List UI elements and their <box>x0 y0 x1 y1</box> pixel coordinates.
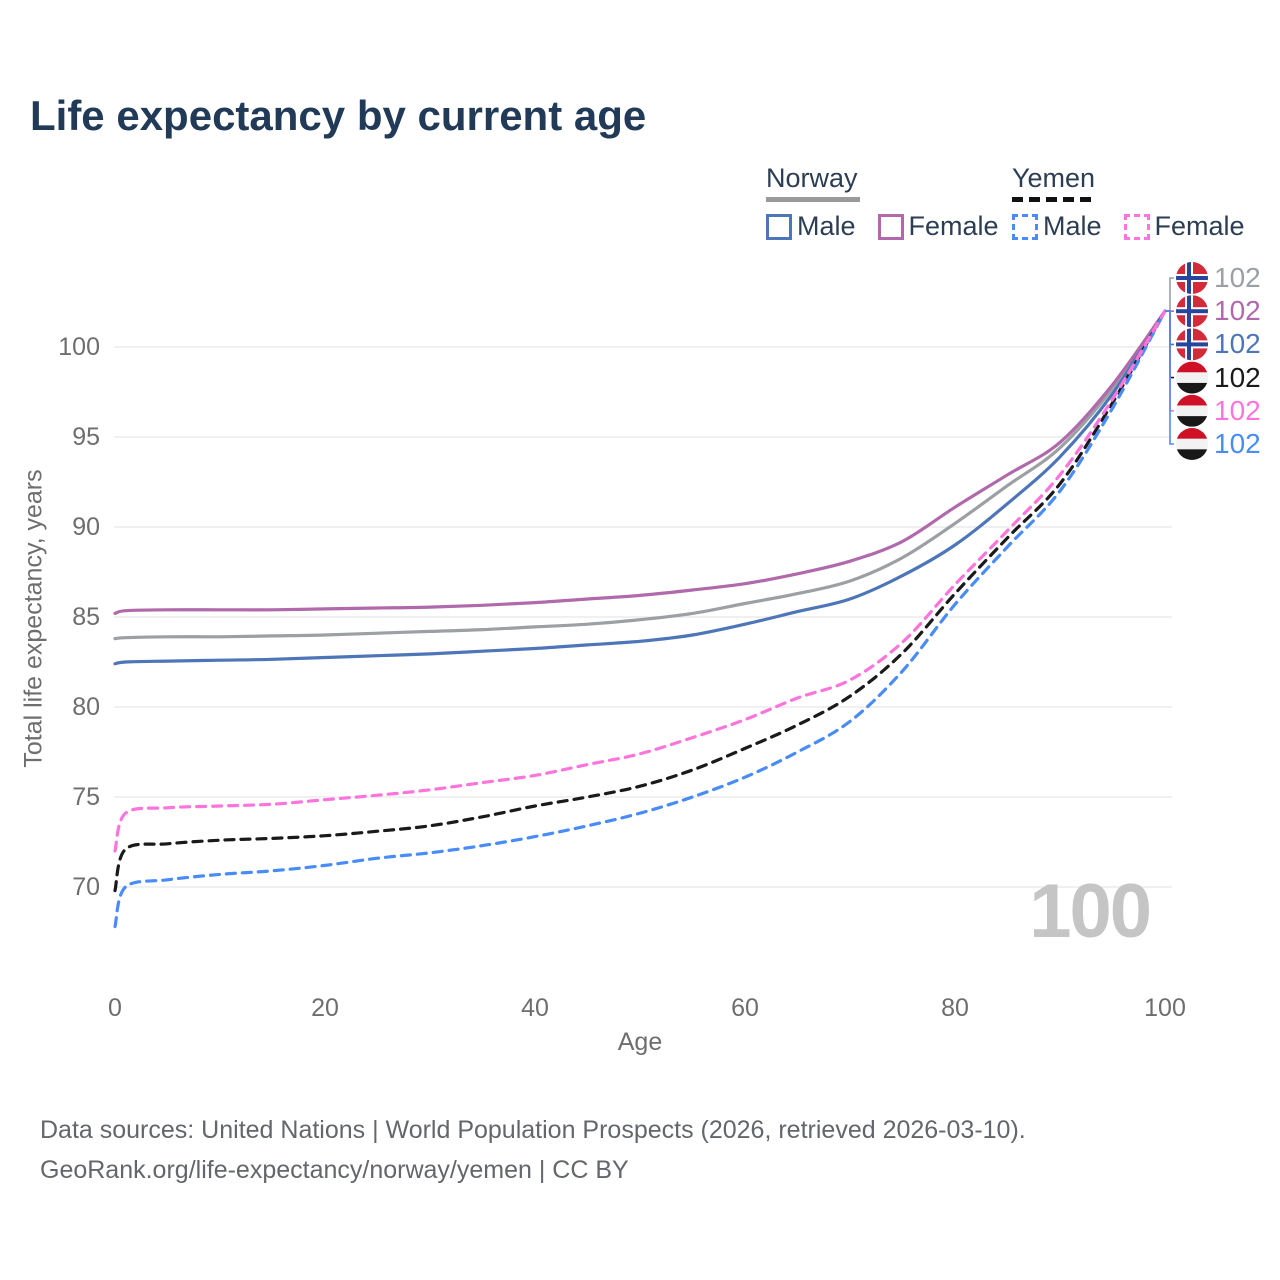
leader-line-yemen-male <box>1165 310 1174 445</box>
legend-group-yemen: Yemen Male Female <box>1012 163 1257 242</box>
source-attribution: Data sources: United Nations | World Pop… <box>40 1110 1026 1190</box>
end-value-norway-female: 102 <box>1214 295 1261 327</box>
y-tick-95: 95 <box>72 423 100 451</box>
x-tick-80: 80 <box>941 994 969 1022</box>
legend-group-norway: Norway Male Female <box>766 163 1011 242</box>
legend-item-yemen-male[interactable]: Male <box>1012 211 1102 242</box>
current-age-watermark: 100 <box>1029 869 1152 954</box>
x-tick-20: 20 <box>311 994 339 1022</box>
norway-female-swatch-icon[interactable] <box>877 213 904 240</box>
norway-flag-icon <box>1176 295 1208 328</box>
yemen-line-style-sample <box>1012 197 1092 202</box>
legend-item-norway-female[interactable]: Female <box>877 211 999 242</box>
y-tick-90: 90 <box>72 513 100 541</box>
x-tick-100: 100 <box>1144 994 1186 1022</box>
series-line-yemen-male <box>113 309 1167 929</box>
source-line-2: GeoRank.org/life-expectancy/norway/yemen… <box>40 1156 629 1184</box>
series-line-yemen-female <box>113 309 1167 853</box>
legend-country-yemen[interactable]: Yemen <box>1012 163 1096 193</box>
norway-flag-icon <box>1176 328 1208 361</box>
end-value-yemen-total: 102 <box>1214 361 1261 393</box>
yemen-flag-icon <box>1176 394 1208 427</box>
y-tick-70: 70 <box>72 873 100 901</box>
norway-flag-icon <box>1176 262 1208 294</box>
yemen-flag-icon <box>1176 361 1208 394</box>
yemen-female-swatch-icon[interactable] <box>1123 213 1150 240</box>
y-tick-100: 100 <box>58 333 100 361</box>
series-line-yemen-total <box>113 309 1167 893</box>
end-value-norway-male: 102 <box>1214 328 1261 360</box>
series-line-norway-total <box>113 309 1167 641</box>
yemen-male-swatch-icon[interactable] <box>1012 213 1038 240</box>
norway-line-style-sample <box>766 197 860 202</box>
end-value-yemen-female: 102 <box>1214 394 1261 426</box>
x-tick-0: 0 <box>108 994 122 1022</box>
leader-line-norway-total <box>1165 277 1174 312</box>
y-tick-75: 75 <box>72 783 100 811</box>
end-value-yemen-male: 102 <box>1214 428 1261 459</box>
y-tick-85: 85 <box>72 603 100 631</box>
x-axis-title: Age <box>617 1028 663 1056</box>
legend-item-norway-male[interactable]: Male <box>766 211 856 242</box>
x-tick-60: 60 <box>731 994 759 1022</box>
yemen-flag-icon <box>1176 428 1208 460</box>
x-tick-40: 40 <box>521 994 549 1022</box>
norway-male-swatch-icon[interactable] <box>766 213 792 240</box>
page-title: Life expectancy by current age <box>30 92 647 139</box>
end-value-norway-total: 102 <box>1214 262 1261 293</box>
series-line-norway-male <box>113 309 1167 666</box>
series-line-norway-female <box>113 309 1167 615</box>
y-tick-80: 80 <box>72 693 100 721</box>
legend-item-yemen-female[interactable]: Female <box>1123 211 1245 242</box>
source-line-1: Data sources: United Nations | World Pop… <box>40 1116 1026 1144</box>
legend-country-norway[interactable]: Norway <box>766 163 858 193</box>
